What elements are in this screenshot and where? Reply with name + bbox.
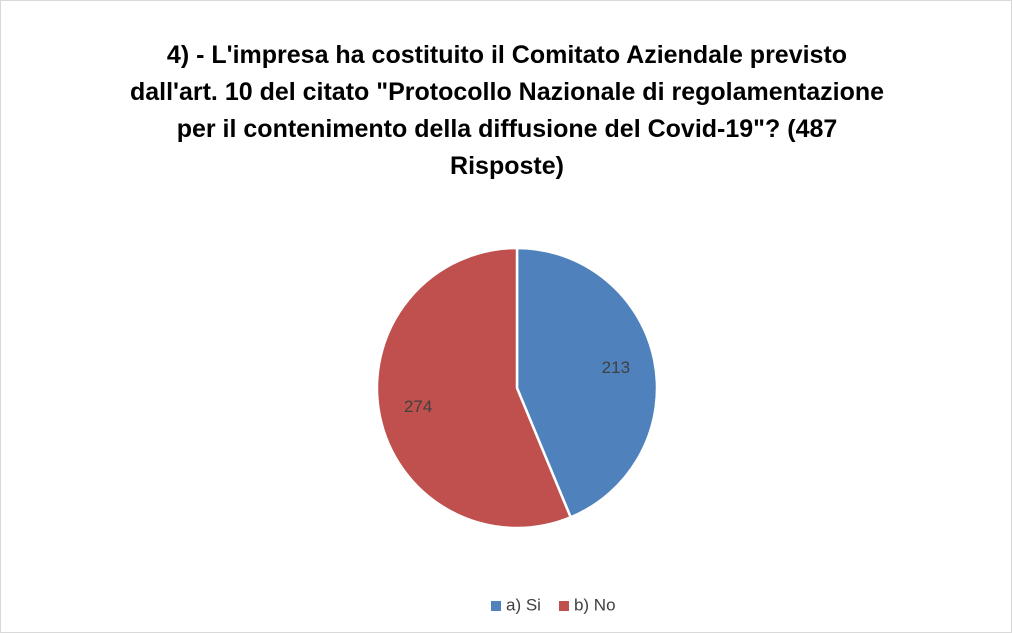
- data-label: 274: [404, 397, 432, 416]
- chart-title: 4) - L'impresa ha costituito il Comitato…: [129, 41, 885, 180]
- legend-label: a) Si: [506, 595, 541, 614]
- legend-swatch: [491, 601, 501, 611]
- pie-slice: [515, 246, 659, 519]
- data-label: 213: [602, 358, 630, 377]
- legend-swatch: [558, 601, 569, 611]
- pie-slice: [375, 246, 573, 530]
- legend-label: b) No: [574, 595, 616, 614]
